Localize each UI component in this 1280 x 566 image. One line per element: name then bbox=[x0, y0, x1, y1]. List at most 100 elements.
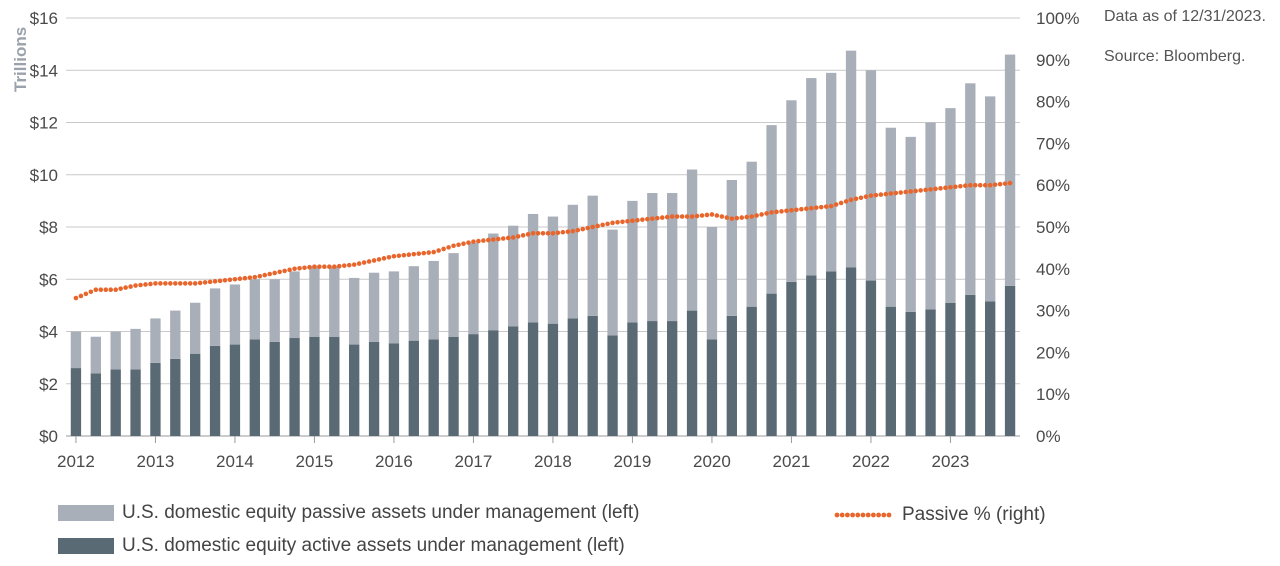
line-point bbox=[884, 192, 889, 197]
line-point bbox=[933, 187, 938, 192]
line-point bbox=[784, 209, 789, 214]
line-point bbox=[89, 289, 94, 294]
line-point bbox=[377, 257, 382, 262]
legend-line-label: Passive % (right) bbox=[902, 504, 1046, 526]
line-point bbox=[272, 271, 277, 276]
line-point bbox=[725, 215, 730, 220]
passive-bar bbox=[747, 162, 757, 307]
active-bar bbox=[91, 373, 101, 436]
passive-bar bbox=[568, 205, 578, 319]
line-point bbox=[566, 229, 571, 234]
line-point bbox=[392, 254, 397, 259]
active-bar bbox=[647, 321, 657, 436]
line-point bbox=[844, 199, 849, 204]
x-tick-label: 2018 bbox=[534, 452, 572, 471]
legend-line-dot bbox=[876, 513, 881, 518]
legend-line: Passive % (right) bbox=[834, 504, 1046, 526]
line-point bbox=[267, 272, 272, 277]
active-bar bbox=[210, 346, 220, 436]
line-point bbox=[223, 278, 228, 283]
legend-line-dot bbox=[871, 513, 876, 518]
line-point bbox=[754, 213, 759, 218]
line-point bbox=[998, 182, 1003, 187]
y2-tick-label: 100% bbox=[1036, 9, 1079, 28]
line-point bbox=[407, 252, 412, 257]
line-point bbox=[496, 237, 501, 242]
active-bar bbox=[627, 322, 637, 436]
line-point bbox=[988, 183, 993, 188]
line-point bbox=[595, 224, 600, 229]
line-point bbox=[710, 212, 715, 217]
legend-passive: U.S. domestic equity passive assets unde… bbox=[58, 502, 639, 524]
active-bar bbox=[945, 303, 955, 436]
line-point bbox=[213, 279, 218, 284]
line-point bbox=[228, 277, 233, 282]
line-point bbox=[789, 208, 794, 213]
y2-tick-label: 50% bbox=[1036, 218, 1070, 237]
y-tick-label: $0 bbox=[39, 427, 58, 446]
line-point bbox=[382, 256, 387, 261]
line-point bbox=[889, 191, 894, 196]
line-point bbox=[705, 213, 710, 218]
line-point bbox=[461, 241, 466, 246]
passive-bar bbox=[826, 73, 836, 272]
line-point bbox=[993, 182, 998, 187]
passive-bar bbox=[389, 271, 399, 343]
passive-bar bbox=[588, 196, 598, 316]
active-bar bbox=[965, 295, 975, 436]
line-point bbox=[869, 193, 874, 198]
line-point bbox=[635, 218, 640, 223]
line-point bbox=[74, 296, 79, 301]
y-tick-label: $14 bbox=[30, 61, 58, 80]
passive-bar bbox=[806, 78, 816, 275]
legend-passive-label: U.S. domestic equity passive assets unde… bbox=[122, 502, 639, 524]
line-point bbox=[441, 247, 446, 252]
passive-bar bbox=[906, 137, 916, 312]
legend-active-swatch bbox=[58, 538, 114, 554]
active-bar bbox=[468, 334, 478, 436]
passive-bar bbox=[289, 271, 299, 338]
line-point bbox=[203, 280, 208, 285]
passive-bar bbox=[429, 261, 439, 339]
line-point bbox=[143, 282, 148, 287]
line-point bbox=[580, 227, 585, 232]
line-point bbox=[84, 292, 89, 297]
active-bar bbox=[250, 339, 260, 436]
active-bar bbox=[170, 359, 180, 436]
line-point bbox=[943, 186, 948, 191]
active-bar bbox=[766, 294, 776, 436]
active-bar bbox=[130, 369, 140, 436]
line-point bbox=[357, 261, 362, 266]
line-point bbox=[655, 216, 660, 221]
line-point bbox=[874, 193, 879, 198]
passive-bar bbox=[786, 100, 796, 282]
x-tick-label: 2021 bbox=[773, 452, 811, 471]
line-point bbox=[680, 214, 685, 219]
passive-bar bbox=[508, 226, 518, 327]
legend-active: U.S. domestic equity active assets under… bbox=[58, 535, 625, 557]
line-point bbox=[824, 204, 829, 209]
line-point bbox=[153, 281, 158, 286]
legend-line-dot bbox=[855, 513, 860, 518]
line-point bbox=[879, 192, 884, 197]
line-point bbox=[163, 281, 168, 286]
line-point bbox=[575, 228, 580, 233]
line-point bbox=[625, 219, 630, 224]
passive-bar bbox=[528, 214, 538, 322]
active-bar bbox=[906, 312, 916, 436]
line-point bbox=[918, 188, 923, 193]
line-point bbox=[307, 265, 312, 270]
line-point bbox=[446, 245, 451, 250]
active-bar bbox=[230, 345, 240, 436]
line-point bbox=[98, 287, 103, 292]
active-bar bbox=[786, 282, 796, 436]
active-bar bbox=[111, 369, 121, 436]
line-point bbox=[397, 253, 402, 258]
line-point bbox=[113, 287, 118, 292]
passive-bar bbox=[965, 83, 975, 295]
line-point bbox=[744, 215, 749, 220]
active-bar bbox=[309, 337, 319, 436]
active-bar bbox=[925, 309, 935, 436]
line-point bbox=[764, 211, 769, 216]
line-point bbox=[416, 251, 421, 256]
